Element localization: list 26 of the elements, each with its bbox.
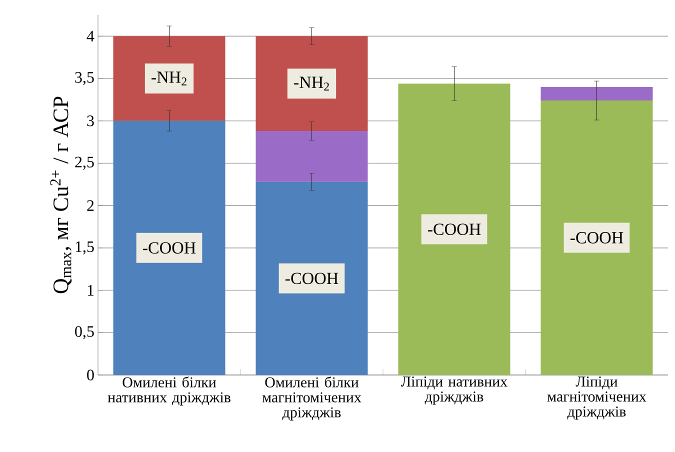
- x-tick-label: Омилені білки нативних дріжджів: [108, 376, 230, 406]
- y-tick-label: 0,5: [75, 326, 94, 340]
- text: -NH$_{2}$: [294, 76, 329, 90]
- y-tick-label: 1: [88, 285, 94, 296]
- text: -COOH: [142, 242, 196, 254]
- text: -COOH: [570, 232, 624, 244]
- series-label: -NH$_{2}$: [152, 72, 186, 86]
- bar: [540, 86, 653, 101]
- series-label: -COOH: [285, 272, 338, 284]
- y-tick-label: 1,5: [76, 241, 94, 254]
- x-tick-label: Ліпіди магнітомічених дріжджів: [547, 376, 646, 420]
- x-tick-label: Омилені білки магнітомічених дріжджів: [262, 376, 362, 420]
- bar: [113, 120, 226, 375]
- text: -COOH: [428, 224, 481, 236]
- bar: [256, 131, 368, 182]
- bar: [398, 84, 510, 375]
- y-tick-label: 3,5: [75, 72, 94, 86]
- y-tick-label: 2,5: [75, 156, 94, 170]
- y-tick-label: 4: [86, 30, 94, 42]
- bar: [540, 100, 653, 375]
- y-tick-label: 0: [87, 370, 94, 380]
- y-tick-label: 3: [87, 116, 94, 126]
- x-tick-label: Ліпіди нативних дріжджів: [401, 376, 508, 405]
- bar: [256, 182, 368, 375]
- y-tick-label: 2: [87, 200, 94, 211]
- y-axis-title: Q$_{max}$, мг Cu$^{2+}$ / г АСР: [50, 96, 72, 294]
